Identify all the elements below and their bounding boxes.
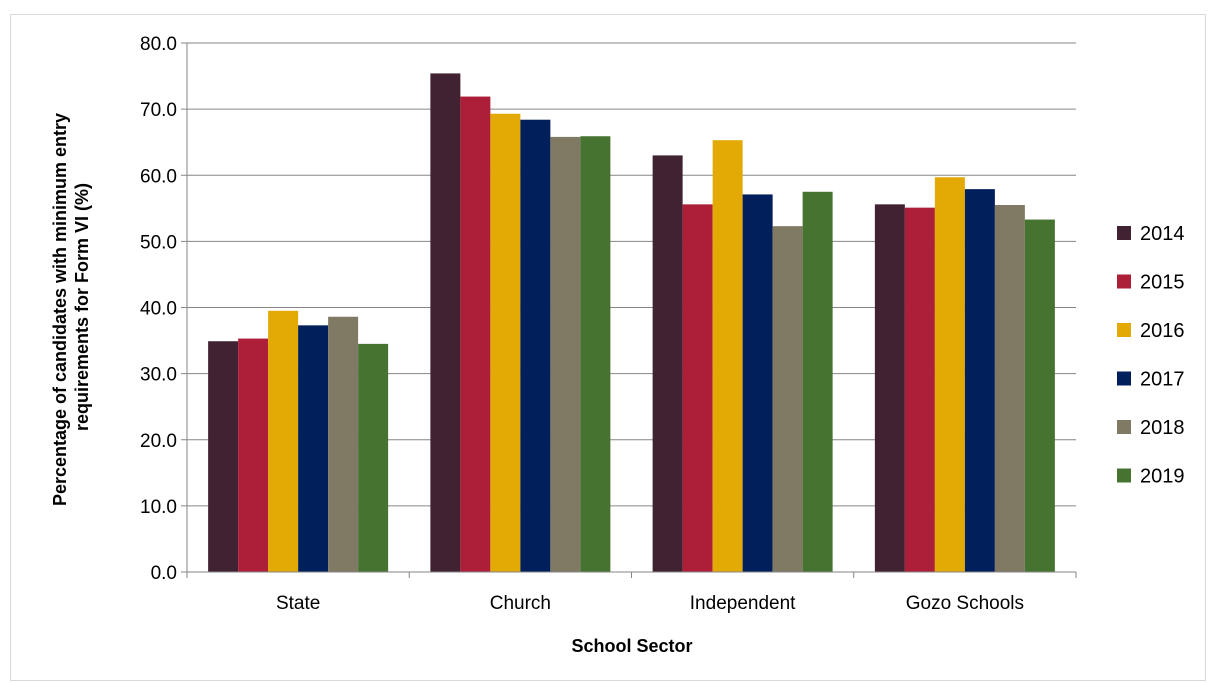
y-tick-label: 70.0: [140, 100, 177, 121]
y-tick-label: 30.0: [140, 365, 177, 386]
bar-2015-gozo-schools: [904, 207, 935, 572]
bar-2018-independent: [772, 226, 803, 572]
x-tick-label: Church: [490, 593, 551, 614]
legend-swatch-2015: [1117, 274, 1131, 289]
bar-2018-state: [328, 316, 359, 572]
legend-label-2019: 2019: [1140, 466, 1185, 488]
bar-2019-church: [580, 136, 611, 572]
legend-label-2015: 2015: [1140, 272, 1185, 294]
legend: 2014 2015 2016 2017 2018 2019: [1117, 223, 1185, 488]
bar-2018-church: [550, 136, 581, 572]
bars: [208, 73, 1055, 573]
y-axis-title: Percentage of candidates with minimum en…: [50, 108, 92, 506]
bar-2017-state: [298, 325, 329, 572]
bar-2018-gozo-schools: [994, 205, 1025, 572]
bar-2015-church: [460, 96, 491, 572]
bar-2016-church: [490, 113, 521, 572]
tick-labels: 0.0 10.0 20.0 30.0 40.0 50.0 60.0 70.0 80.0 State…: [140, 34, 1024, 614]
legend-label-2017: 2017: [1140, 369, 1185, 391]
axes: [181, 42, 1077, 578]
y-tick-label: 0.0: [151, 563, 177, 584]
legend-label-2016: 2016: [1140, 320, 1185, 342]
legend-swatch-2019: [1117, 468, 1131, 483]
bar-2019-gozo-schools: [1024, 219, 1055, 572]
bar-2016-state: [268, 310, 299, 572]
legend-swatch-2017: [1117, 371, 1131, 386]
x-tick-label: Independent: [690, 593, 796, 614]
bar-2016-independent: [712, 140, 743, 573]
bar-2017-independent: [742, 194, 773, 572]
bar-2017-church: [520, 119, 551, 572]
bar-2017-gozo-schools: [964, 189, 995, 573]
legend-label-2014: 2014: [1140, 223, 1185, 245]
x-tick-label: Gozo Schools: [906, 593, 1024, 614]
legend-swatch-2014: [1117, 226, 1131, 240]
y-tick-label: 60.0: [140, 166, 177, 187]
x-tick-label: State: [276, 593, 320, 614]
y-tick-label: 50.0: [140, 232, 177, 253]
y-tick-label: 40.0: [140, 299, 177, 320]
bar-2019-state: [358, 343, 389, 572]
bar-2016-gozo-schools: [934, 177, 965, 572]
y-axis-title-line1: Percentage of candidates with minimum en…: [50, 113, 70, 506]
legend-swatch-2016: [1117, 323, 1131, 337]
y-tick-label: 80.0: [140, 34, 177, 55]
y-axis-title-line2: requirements for Form VI (%): [72, 183, 92, 431]
bar-2015-independent: [682, 204, 713, 572]
legend-label-2018: 2018: [1140, 417, 1185, 439]
bar-2019-independent: [802, 191, 833, 572]
x-axis-title: School Sector: [571, 636, 692, 656]
bar-2014-church: [430, 73, 461, 572]
bar-2015-state: [238, 338, 269, 572]
y-tick-label: 20.0: [140, 431, 177, 452]
legend-swatch-2018: [1117, 420, 1131, 434]
bar-2014-gozo-schools: [874, 204, 905, 572]
bar-2014-state: [208, 341, 239, 572]
y-tick-label: 10.0: [140, 497, 177, 518]
bar-2014-independent: [652, 155, 683, 572]
